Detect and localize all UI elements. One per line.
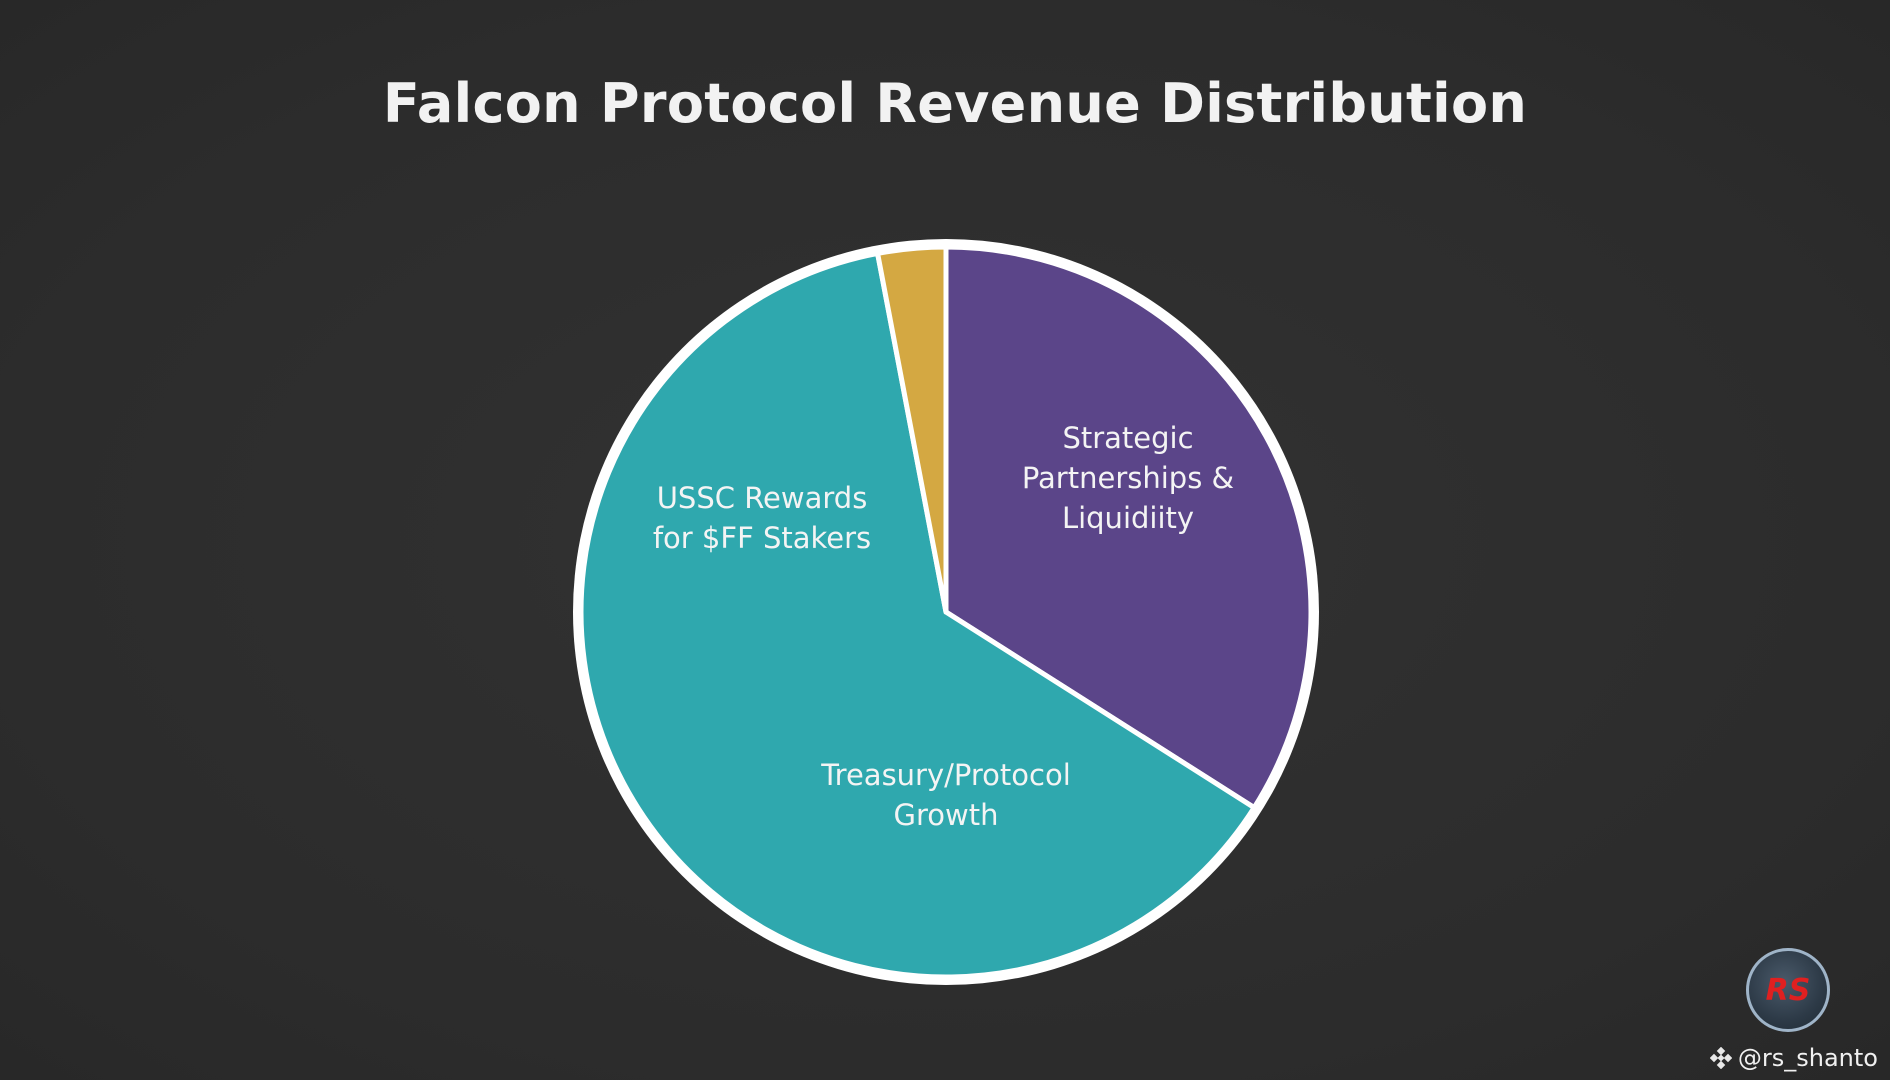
author-handle: @rs_shanto — [1709, 1044, 1878, 1072]
slice-label-0: Strategic Partnerships & Liquidiity — [1022, 421, 1234, 535]
watermark: RS — [1688, 940, 1878, 1070]
binance-diamond-icon — [1709, 1046, 1733, 1070]
logo-text: RS — [1765, 973, 1811, 1008]
rs-logo: RS — [1746, 948, 1830, 1032]
extra-label-0: USSC Rewards for $FF Stakers — [653, 481, 871, 555]
pie-slice-1 — [578, 250, 1257, 980]
chart-title: Falcon Protocol Revenue Distribution — [382, 72, 1528, 135]
pie-slice-2 — [875, 244, 949, 615]
pie-labels: Strategic Partnerships & Liquidiity Treasur… — [653, 421, 1234, 832]
pie-slices — [573, 239, 1319, 985]
slice-label-1: Treasury/Protocol Growth — [820, 758, 1071, 832]
handle-text: @rs_shanto — [1737, 1044, 1878, 1072]
